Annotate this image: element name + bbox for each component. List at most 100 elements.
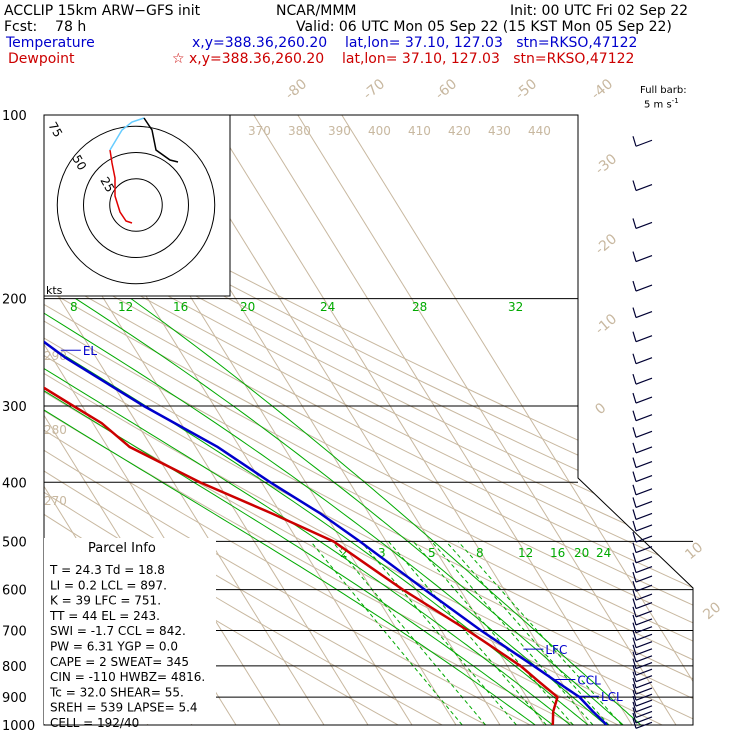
isotherm-label: -80 bbox=[282, 76, 310, 103]
wind-barb-flag bbox=[632, 307, 637, 318]
isotherm-label: -40 bbox=[588, 76, 616, 103]
wind-barb-flag bbox=[632, 718, 637, 729]
wind-barb-flag bbox=[632, 509, 637, 520]
isotherm-label: -10 bbox=[592, 311, 620, 338]
wind-barb-flag bbox=[632, 373, 637, 385]
wind-barb bbox=[635, 681, 653, 689]
theta-label: 420 bbox=[448, 124, 471, 138]
pressure-tick-label: 300 bbox=[2, 400, 27, 415]
hodograph-ring bbox=[56, 125, 216, 285]
moist-adiabat-label: 24 bbox=[320, 300, 335, 314]
mixing-ratio-label: 3 bbox=[378, 546, 386, 560]
mixing-ratio-label: 2 bbox=[340, 546, 348, 560]
wind-barb bbox=[635, 633, 653, 641]
level-label-lcl: LCL bbox=[601, 690, 623, 704]
theta-label: 290 bbox=[44, 349, 67, 363]
wind-barb bbox=[635, 584, 653, 592]
wind-barb bbox=[635, 255, 653, 263]
dry-adiabat-line bbox=[44, 115, 693, 725]
valid-time: Valid: 06 UTC Mon 05 Sep 22 (15 KST Mon … bbox=[296, 19, 672, 35]
wind-barb bbox=[635, 430, 653, 438]
isotherm-line bbox=[253, 115, 633, 725]
hodograph-ring bbox=[83, 152, 189, 258]
dry-adiabat-line bbox=[44, 115, 693, 725]
dry-adiabat-line bbox=[44, 115, 512, 725]
theta-label: 390 bbox=[328, 124, 351, 138]
wind-barb bbox=[635, 693, 653, 701]
mixing-ratio-label: 20 bbox=[574, 546, 589, 560]
barb-key-title: Full barb: bbox=[640, 85, 687, 96]
wind-barb-flag bbox=[632, 677, 637, 689]
wind-barb-flag bbox=[632, 280, 637, 292]
wind-barb bbox=[635, 699, 653, 707]
wind-barb bbox=[635, 575, 653, 583]
parcel-row: TT = 44 EL = 243. bbox=[49, 609, 160, 623]
hodograph-frame bbox=[43, 114, 231, 297]
parcel-row: PW = 6.31 YGP = 0.0 bbox=[50, 640, 178, 654]
wind-barb-flag bbox=[632, 614, 637, 626]
mixing-ratio-label: 8 bbox=[476, 546, 484, 560]
theta-label: 270 bbox=[44, 494, 67, 508]
dry-adiabat-line bbox=[44, 115, 601, 725]
dry-adiabat-line bbox=[44, 115, 693, 725]
wind-barb-flag bbox=[632, 658, 637, 669]
wind-barb bbox=[635, 524, 653, 532]
forecast-hour: Fcst: 78 h bbox=[4, 19, 87, 35]
isotherm-line bbox=[341, 115, 693, 725]
mixing-ratio-line bbox=[388, 541, 547, 725]
wind-barb bbox=[635, 183, 653, 192]
wind-barb-flag bbox=[632, 683, 637, 695]
barb-key-units-sup: -1 bbox=[671, 97, 679, 105]
wind-barb bbox=[635, 610, 653, 618]
dry-adiabat-line bbox=[44, 115, 645, 725]
wind-barb bbox=[635, 641, 653, 649]
wind-barb-flag bbox=[632, 689, 637, 701]
wind-barb-flag bbox=[632, 695, 637, 707]
wind-barb-flag bbox=[632, 598, 637, 609]
isotherm-label: 0 bbox=[592, 400, 609, 418]
hodograph-trace-high bbox=[143, 117, 179, 163]
wind-barb-flag bbox=[632, 562, 637, 573]
wind-barb-flag bbox=[632, 701, 637, 712]
temperature-line bbox=[44, 115, 608, 725]
wind-barb bbox=[635, 687, 653, 695]
wind-barb bbox=[635, 139, 653, 147]
parcel-info-box: Parcel Info T = 24.3 Td = 18.8LI = 0.2 LC… bbox=[44, 538, 216, 730]
legend-dewpoint-label: Dewpoint bbox=[8, 51, 75, 67]
parcel-row: SREH = 539 LAPSE= 5.4 bbox=[50, 701, 198, 715]
hodograph-ring bbox=[109, 178, 163, 232]
wind-barb bbox=[635, 675, 653, 683]
dry-adiabat-line bbox=[44, 115, 690, 725]
isotherm-label: -50 bbox=[512, 76, 540, 103]
moist-adiabat-label: 28 bbox=[412, 300, 427, 314]
wind-barb-flag bbox=[632, 712, 637, 724]
wind-barb-flag bbox=[632, 353, 637, 364]
wind-barb bbox=[635, 668, 653, 676]
pressure-tick-label: 1000 bbox=[2, 719, 35, 734]
wind-barb bbox=[635, 221, 653, 229]
theta-label: 440 bbox=[528, 124, 551, 138]
parcel-box-bg bbox=[44, 538, 216, 724]
wind-barb-flag bbox=[632, 589, 637, 601]
mixing-ratio-label: 16 bbox=[550, 546, 565, 560]
mixing-ratio-line bbox=[457, 541, 623, 725]
legend-dewpoint-info: ☆ x,y=388.36,260.20 lat,lon= 37.10, 127.… bbox=[172, 51, 634, 67]
theta-label: 430 bbox=[488, 124, 511, 138]
wind-barb bbox=[635, 648, 653, 656]
theta-label: 370 bbox=[248, 124, 271, 138]
wind-barb-flag bbox=[632, 471, 637, 482]
dry-adiabat-line bbox=[44, 115, 693, 725]
parcel-row: SWI = -1.7 CCL = 842. bbox=[50, 624, 186, 638]
parcel-row: CAPE = 2 SWEAT= 345 bbox=[50, 655, 189, 669]
isotherm-label: -30 bbox=[592, 151, 620, 178]
mixing-ratio-line bbox=[445, 541, 610, 725]
legend-temperature-info: x,y=388.36,260.20 lat,lon= 37.10, 127.03… bbox=[192, 35, 638, 51]
wind-barb bbox=[635, 512, 653, 521]
star-icon: ☆ bbox=[172, 51, 185, 67]
wind-barb bbox=[635, 377, 653, 385]
isotherm-label: -60 bbox=[432, 76, 460, 103]
theta-label: 400 bbox=[368, 124, 391, 138]
wind-barb bbox=[635, 716, 653, 724]
plot-frame bbox=[43, 114, 694, 726]
mixing-ratio-line bbox=[310, 541, 463, 725]
